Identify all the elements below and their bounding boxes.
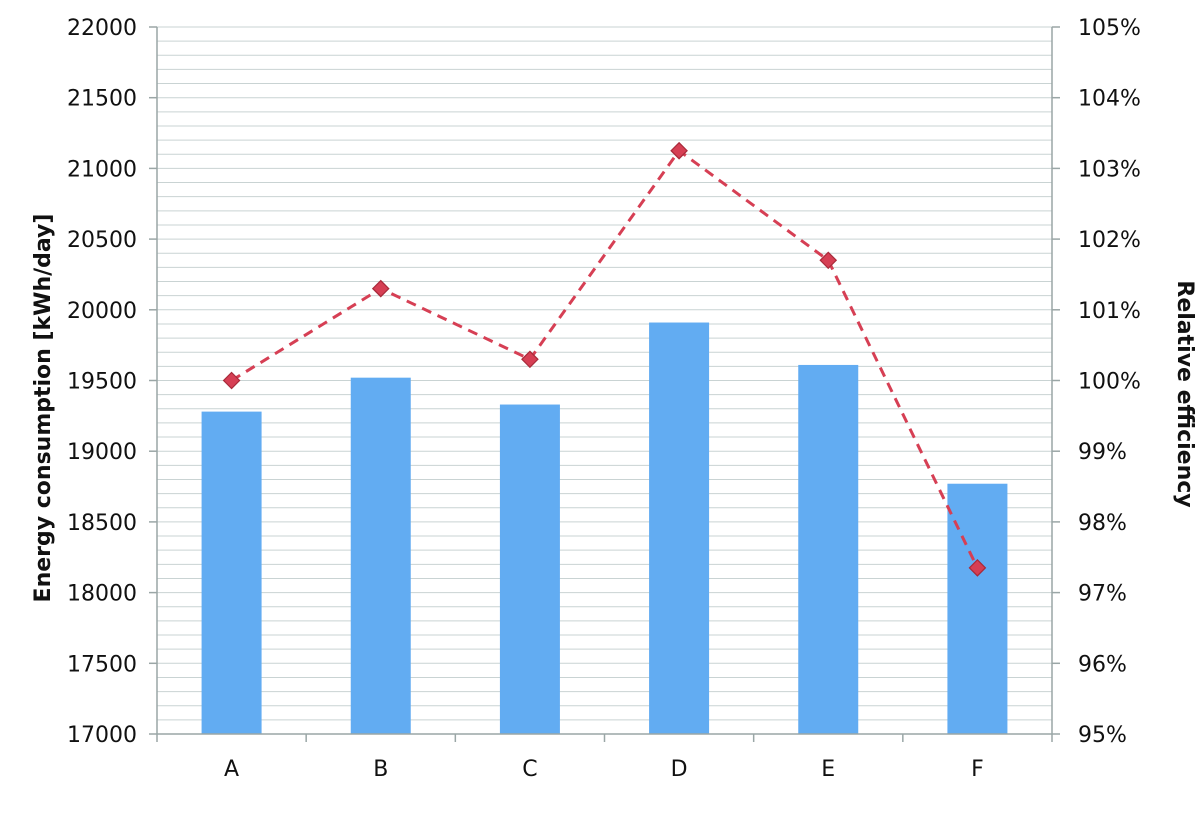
bar-series xyxy=(201,322,1008,734)
y2-tick-label: 105% xyxy=(1078,16,1141,41)
y-tick-label: 19500 xyxy=(67,370,137,395)
x-tick-label-F: F xyxy=(971,757,984,782)
y2-axis-title: Relative efficiency xyxy=(1172,280,1197,507)
y2-tick-label: 102% xyxy=(1078,228,1141,253)
y-tick-label: 17000 xyxy=(67,723,137,748)
x-axis-tick-labels: A B C D E F xyxy=(224,757,984,782)
y2-tick-label: 97% xyxy=(1078,582,1127,607)
x-tick-label-E: E xyxy=(821,757,835,782)
left-axis-tick-labels: 17000 17500 18000 18500 19000 19500 20000 20500… xyxy=(67,16,137,748)
y-tick-label: 21000 xyxy=(67,157,137,182)
y2-tick-label: 98% xyxy=(1078,511,1127,536)
y-tick-label: 18500 xyxy=(67,511,137,536)
y2-tick-label: 96% xyxy=(1078,652,1127,677)
y-axis-title: Energy consumption [kWh/day] xyxy=(31,214,56,603)
y2-tick-label: 101% xyxy=(1078,299,1141,324)
bar-A xyxy=(201,411,262,734)
y2-tick-label: 104% xyxy=(1078,87,1141,112)
bar-E xyxy=(798,364,859,734)
efficiency-marker-E xyxy=(819,251,838,270)
y-tick-label: 20500 xyxy=(67,228,137,253)
y-tick-label: 17500 xyxy=(67,652,137,677)
y-tick-label: 18000 xyxy=(67,582,137,607)
bar-C xyxy=(499,404,560,734)
y2-tick-label: 95% xyxy=(1078,723,1127,748)
y2-tick-label: 99% xyxy=(1078,440,1127,465)
x-tick-label-A: A xyxy=(224,757,239,782)
y2-tick-label: 100% xyxy=(1078,370,1141,395)
efficiency-marker-B xyxy=(371,279,390,298)
bar-B xyxy=(350,377,411,734)
efficiency-marker-A xyxy=(222,371,241,390)
y-tick-label: 20000 xyxy=(67,299,137,324)
efficiency-marker-F xyxy=(968,559,987,577)
bar-D xyxy=(649,322,710,734)
y-tick-label: 22000 xyxy=(67,16,137,41)
efficiency-marker-D xyxy=(670,141,688,160)
x-tick-label-D: D xyxy=(671,757,688,782)
right-axis-tick-labels: 95% 96% 97% 98% 99% 100% 101% 102% 103% 104% 105% xyxy=(1078,16,1141,748)
efficiency-line-series xyxy=(222,141,987,577)
y-tick-label: 21500 xyxy=(67,87,137,112)
x-tick-label-B: B xyxy=(373,757,388,782)
axes xyxy=(149,26,1060,742)
x-tick-label-C: C xyxy=(522,757,537,782)
y-tick-label: 19000 xyxy=(67,440,137,465)
y2-tick-label: 103% xyxy=(1078,157,1141,182)
grid-lines xyxy=(157,26,1052,721)
efficiency-marker-C xyxy=(521,350,539,369)
efficiency-line xyxy=(230,148,979,569)
